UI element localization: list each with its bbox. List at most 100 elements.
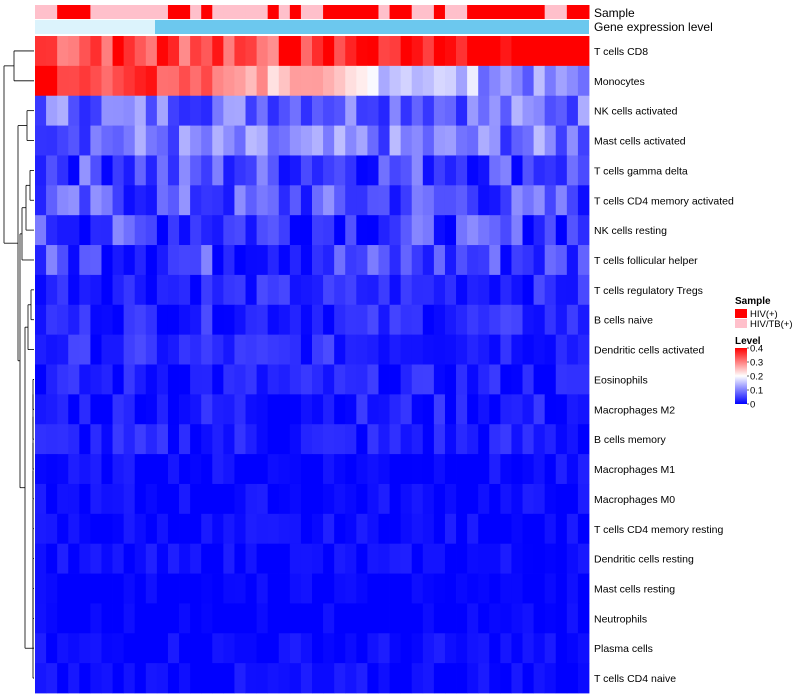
heatmap-cell bbox=[245, 245, 257, 276]
heatmap-cell bbox=[356, 543, 368, 574]
heatmap-cell bbox=[234, 274, 246, 306]
heatmap-cell bbox=[190, 633, 202, 664]
heatmap-cell bbox=[467, 274, 479, 306]
row-label: NK cells activated bbox=[594, 106, 678, 118]
heatmap-cell bbox=[444, 603, 457, 634]
heatmap-cell bbox=[245, 543, 257, 574]
heatmap-cell bbox=[511, 513, 523, 545]
heatmap-cell bbox=[444, 95, 457, 126]
heatmap-cell bbox=[334, 65, 346, 97]
heatmap-cell bbox=[433, 65, 446, 97]
heatmap-cell bbox=[190, 36, 202, 67]
heatmap-cell bbox=[190, 95, 202, 126]
heatmap-cell bbox=[156, 663, 169, 694]
heatmap-cell bbox=[179, 633, 191, 664]
heatmap-cell bbox=[456, 483, 468, 515]
sample-track-cell bbox=[544, 5, 557, 19]
heatmap-cell bbox=[46, 513, 58, 545]
heatmap-cell bbox=[500, 155, 512, 186]
heatmap-cell bbox=[411, 603, 424, 634]
heatmap-cell bbox=[278, 394, 291, 425]
heatmap-cell bbox=[367, 245, 379, 276]
heatmap-cell bbox=[345, 394, 357, 425]
heatmap-cell bbox=[411, 454, 424, 485]
heatmap-cell bbox=[378, 454, 390, 485]
heatmap-cell bbox=[112, 185, 125, 216]
row-label: NK cells resting bbox=[594, 225, 667, 237]
heatmap-cell bbox=[522, 95, 534, 126]
heatmap-cell bbox=[511, 573, 523, 604]
heatmap-cell bbox=[533, 633, 546, 664]
heatmap-cell bbox=[389, 155, 402, 186]
heatmap-cell bbox=[456, 513, 468, 545]
heatmap-cell bbox=[134, 215, 147, 246]
heatmap-cell bbox=[245, 573, 257, 604]
heatmap-cell bbox=[112, 36, 125, 67]
heatmap-cell bbox=[123, 274, 136, 306]
heatmap-cell bbox=[289, 603, 302, 634]
row-label: Macrophages M0 bbox=[594, 494, 675, 506]
heatmap-cell bbox=[289, 95, 302, 126]
heatmap-cell bbox=[478, 573, 490, 604]
heatmap-cell bbox=[544, 36, 557, 67]
heatmap-cell bbox=[68, 95, 80, 126]
heatmap-cell bbox=[422, 334, 435, 365]
heatmap-cell bbox=[444, 65, 457, 97]
heatmap-cell bbox=[345, 274, 357, 306]
heatmap-cell bbox=[46, 603, 58, 634]
sample-track-cell bbox=[444, 5, 457, 19]
heatmap-cell bbox=[123, 215, 136, 246]
heatmap-cell bbox=[522, 125, 534, 156]
heatmap-cell bbox=[256, 304, 269, 336]
heatmap-cell bbox=[134, 155, 147, 186]
legend-level-title: Level bbox=[735, 336, 761, 347]
heatmap-cell bbox=[356, 454, 368, 485]
heatmap-cell bbox=[156, 215, 169, 246]
sample-track-cell bbox=[345, 5, 357, 19]
heatmap-cell bbox=[156, 155, 169, 186]
heatmap-cell bbox=[223, 394, 235, 425]
heatmap-cell bbox=[555, 513, 568, 545]
heatmap-cell bbox=[79, 125, 91, 156]
heatmap-cell bbox=[134, 573, 147, 604]
heatmap-cell bbox=[190, 603, 202, 634]
heatmap-cell bbox=[356, 424, 368, 455]
heatmap-cell bbox=[522, 513, 534, 545]
heatmap-cell bbox=[411, 65, 424, 97]
heatmap-cell bbox=[112, 65, 125, 97]
heatmap-cell bbox=[267, 424, 280, 455]
heatmap-cell bbox=[577, 65, 590, 97]
heatmap-cell bbox=[101, 125, 113, 156]
heatmap-cell bbox=[57, 65, 69, 97]
heatmap-cell bbox=[101, 304, 113, 336]
heatmap-cell bbox=[234, 245, 246, 276]
heatmap-cell bbox=[245, 513, 257, 545]
heatmap-cell bbox=[68, 274, 80, 306]
heatmap-cell bbox=[467, 36, 479, 67]
sample-track-cell bbox=[577, 5, 590, 19]
sample-track-cell bbox=[323, 5, 335, 19]
heatmap-cell bbox=[278, 245, 291, 276]
heatmap-cell bbox=[156, 364, 169, 395]
heatmap-cell bbox=[555, 424, 568, 455]
heatmap-cell bbox=[123, 543, 136, 574]
sample-track-cell bbox=[378, 5, 391, 19]
heatmap-cell bbox=[411, 274, 424, 306]
heatmap-cell bbox=[57, 663, 69, 694]
heatmap-cell bbox=[356, 364, 368, 395]
row-label: T cells CD4 memory activated bbox=[594, 195, 734, 207]
heatmap-cell bbox=[511, 394, 523, 425]
heatmap-cells bbox=[35, 36, 590, 694]
heatmap-cell bbox=[533, 573, 546, 604]
heatmap-cell bbox=[378, 364, 390, 395]
heatmap-cell bbox=[456, 633, 468, 664]
heatmap-cell bbox=[367, 543, 379, 574]
heatmap-cell bbox=[35, 424, 47, 455]
heatmap-cell bbox=[289, 394, 302, 425]
heatmap-cell bbox=[334, 424, 346, 455]
heatmap-cell bbox=[323, 36, 335, 67]
heatmap-cell bbox=[267, 663, 280, 694]
heatmap-cell bbox=[212, 543, 224, 574]
heatmap-cell bbox=[289, 155, 302, 186]
heatmap-cell bbox=[167, 543, 180, 574]
